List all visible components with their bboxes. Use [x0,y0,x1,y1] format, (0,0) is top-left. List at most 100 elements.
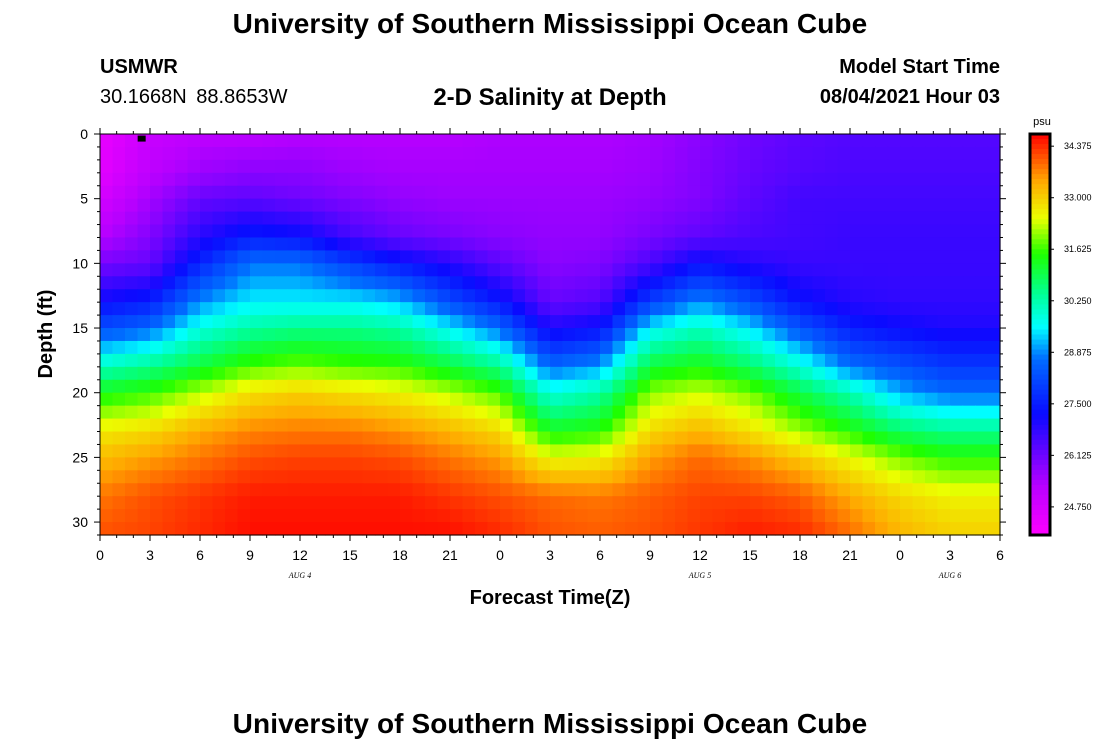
heatmap-cell [600,185,614,200]
heatmap-cell [725,366,739,381]
heatmap-cell [900,224,914,239]
heatmap-cell [487,146,501,161]
heatmap-cell [425,366,439,381]
heatmap-cell [525,276,539,290]
y-tick-label: 30 [72,514,88,530]
heatmap-cell [775,431,789,446]
colorbar-segment [1030,144,1050,150]
heatmap-cell [450,159,464,174]
heatmap-cell [825,496,839,510]
heatmap-cell [875,185,889,200]
heatmap-cell [387,224,401,239]
heatmap-cell [337,509,351,523]
heatmap-cell [262,444,276,458]
heatmap-cell [812,211,826,226]
heatmap-cell [750,379,764,394]
heatmap-cell [750,185,764,200]
heatmap-cell [912,366,926,381]
colorbar: 34.37533.00031.62530.25028.87527.50026.1… [1028,132,1092,537]
heatmap-cell [687,302,701,316]
heatmap-cell [287,470,301,484]
heatmap-cell [687,211,701,226]
heatmap-cell [862,250,876,264]
heatmap-cell [787,392,801,407]
heatmap-cell [650,392,664,407]
heatmap-cell [362,250,376,264]
heatmap-cell [112,276,126,290]
heatmap-cell [712,172,726,187]
heatmap-cell [562,237,576,252]
heatmap-cell [487,237,501,252]
y-tick-label: 20 [72,385,88,401]
heatmap-cell [550,405,564,420]
heatmap-cell [312,198,326,213]
heatmap-cell [450,198,464,213]
heatmap-cell [925,237,939,252]
heatmap-cell [612,146,626,161]
heatmap-cell [137,263,151,277]
heatmap-cell [775,198,789,213]
heatmap-cell [500,509,514,523]
heatmap-cell [700,302,714,316]
heatmap-cell [350,276,364,290]
heatmap-cell [875,224,889,239]
heatmap-cell [550,340,564,355]
heatmap-cell [925,211,939,226]
heatmap-cell [537,444,551,458]
heatmap-cell [700,146,714,161]
heatmap-cell [400,185,414,200]
heatmap-cell [300,353,314,368]
heatmap-cell [725,237,739,252]
heatmap-cell [112,159,126,174]
heatmap-cell [662,159,676,174]
heatmap-cell [487,431,501,446]
heatmap-cell [425,340,439,355]
heatmap-cell [962,224,976,239]
heatmap-cell [687,198,701,213]
heatmap-cell [175,146,189,161]
heatmap-cell [125,483,139,497]
y-tick-label: 5 [80,191,88,207]
heatmap-cell [600,470,614,484]
heatmap-cell [425,328,439,342]
heatmap-cell [875,134,889,148]
heatmap-cell [387,198,401,213]
colorbar-segment [1030,474,1050,481]
colorbar-segment [1030,444,1050,451]
heatmap-cell [825,185,839,200]
heatmap-cell [700,198,714,213]
heatmap-cell [287,237,301,252]
heatmap-cell [512,483,526,497]
heatmap-cell [825,522,839,536]
heatmap-cell [612,496,626,510]
heatmap-cell [325,431,339,446]
heatmap-cell [687,431,701,446]
heatmap-cell [387,366,401,381]
heatmap-cell [762,522,776,536]
heatmap-cell [862,340,876,355]
heatmap-cell [375,509,389,523]
heatmap-cell [500,315,514,329]
heatmap-cell [412,237,426,252]
heatmap-cell [362,483,376,497]
heatmap-cell [700,353,714,368]
heatmap-cell [212,185,226,200]
heatmap-cell [287,134,301,148]
heatmap-cell [612,457,626,471]
heatmap-cell [362,457,376,471]
heatmap-cell [200,483,214,497]
heatmap-cell [737,340,751,355]
heatmap-cell [375,172,389,187]
heatmap-cell [125,302,139,316]
heatmap-cell [437,340,451,355]
heatmap-cell [125,146,139,161]
heatmap-cell [137,405,151,420]
heatmap-cell [912,263,926,277]
heatmap-cell [175,315,189,329]
heatmap-cell [150,198,164,213]
heatmap-cell [950,366,964,381]
heatmap-cell [587,405,601,420]
heatmap-cell [387,470,401,484]
heatmap-cell [762,405,776,420]
heatmap-cell [512,444,526,458]
